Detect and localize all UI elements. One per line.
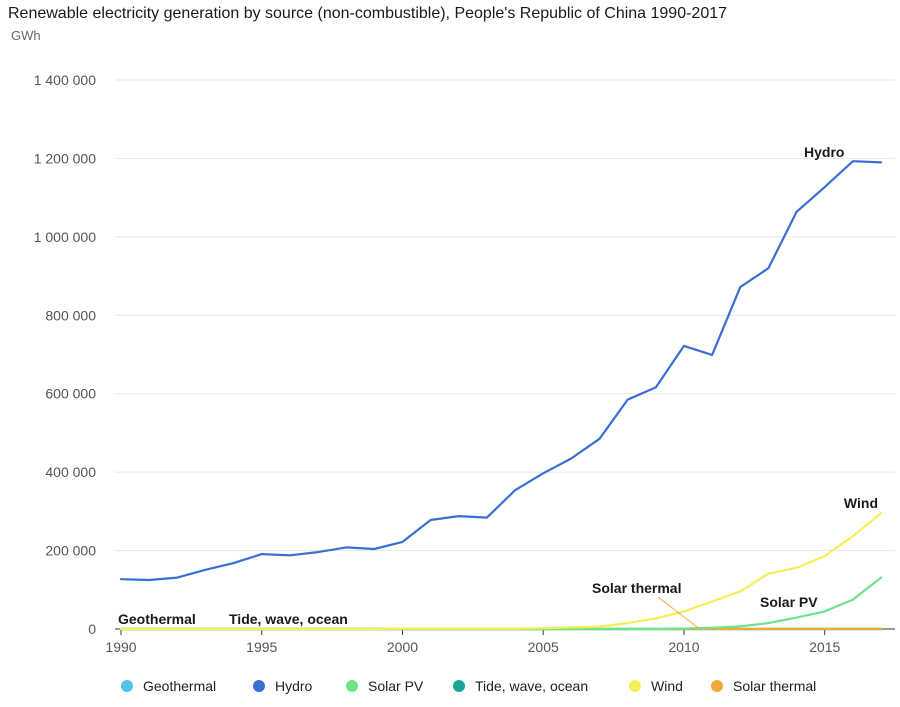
legend: Geothermal Hydro Solar PV Tide, wave, ocean…	[0, 678, 900, 702]
legend-item[interactable]: Solar PV	[346, 678, 423, 694]
solar-thermal-leader-line	[657, 596, 702, 631]
series-label-wind: Wind	[844, 495, 878, 511]
unit-label: GWh	[11, 28, 41, 43]
legend-label: Solar PV	[368, 678, 424, 694]
circle-icon	[253, 680, 265, 692]
circle-icon	[711, 680, 723, 692]
legend-label: Hydro	[275, 678, 313, 694]
y-tick-label: 200 000	[45, 543, 96, 559]
circle-icon	[121, 680, 133, 692]
legend-item[interactable]: Tide, wave, ocean	[453, 678, 588, 694]
series-annotations: Hydro Wind Solar PV Solar thermal Geothermal…	[118, 144, 878, 631]
series-line-wind	[119, 512, 883, 631]
legend-item[interactable]: Solar thermal	[711, 678, 816, 694]
series-line-hydro	[119, 160, 883, 582]
series-label-tide-wave-ocean: Tide, wave, ocean	[229, 611, 348, 627]
x-tick-label: 1995	[246, 639, 277, 655]
y-tick-label: 600 000	[45, 386, 96, 402]
grid-lines	[115, 79, 895, 552]
y-tick-label: 800 000	[45, 307, 96, 323]
x-axis: 1990 1995 2000 2005 2010 2015	[105, 628, 895, 655]
x-tick-label: 2015	[809, 639, 840, 655]
y-tick-label: 0	[88, 621, 96, 637]
legend-item[interactable]: Geothermal	[121, 678, 216, 694]
circle-icon	[629, 680, 641, 692]
legend-label: Tide, wave, ocean	[475, 678, 589, 694]
series-label-solar-thermal: Solar thermal	[592, 580, 681, 596]
legend-item[interactable]: Hydro	[253, 678, 312, 694]
series-label-hydro: Hydro	[804, 144, 844, 160]
legend-item[interactable]: Wind	[629, 678, 683, 694]
legend-label: Wind	[651, 678, 683, 694]
series-label-geothermal: Geothermal	[118, 611, 196, 627]
circle-icon	[346, 680, 358, 692]
series-lines	[119, 160, 883, 631]
legend-label: Solar thermal	[733, 678, 817, 694]
y-axis: 0 200 000 400 000 600 000 800 000 1 000 000 1 …	[34, 72, 97, 637]
legend-label: Geothermal	[143, 678, 217, 694]
line-chart: 0 200 000 400 000 600 000 800 000 1 000 000 1 …	[34, 72, 895, 655]
chart-title: Renewable electricity generation by sour…	[8, 5, 728, 22]
x-tick-label: 2000	[387, 639, 418, 655]
x-tick-label: 2010	[668, 639, 699, 655]
series-label-solar-pv: Solar PV	[760, 594, 818, 610]
x-tick-label: 2005	[528, 639, 559, 655]
y-tick-label: 400 000	[45, 464, 96, 480]
y-tick-label: 1 000 000	[34, 229, 96, 245]
y-tick-label: 1 200 000	[34, 150, 96, 166]
x-tick-label: 1990	[105, 639, 136, 655]
circle-icon	[453, 680, 465, 692]
y-tick-label: 1 400 000	[34, 72, 96, 88]
